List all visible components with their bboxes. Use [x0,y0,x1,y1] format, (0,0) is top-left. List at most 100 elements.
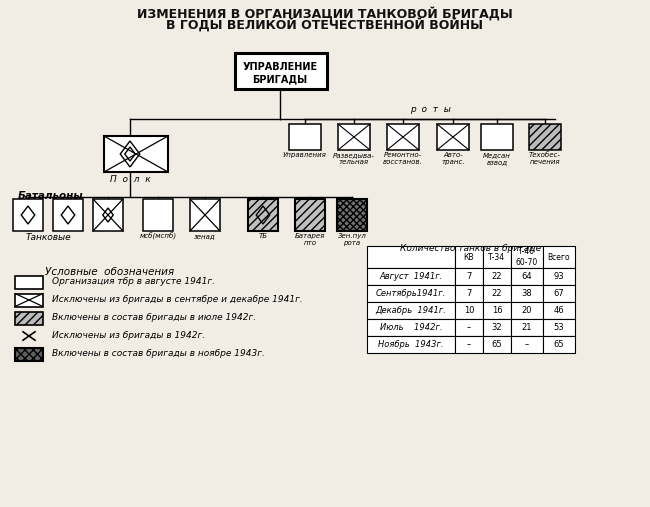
Text: ИЗМЕНЕНИЯ В ОРГАНИЗАЦИИ ТАНКОВОЙ БРИГАДЫ: ИЗМЕНЕНИЯ В ОРГАНИЗАЦИИ ТАНКОВОЙ БРИГАДЫ [137,7,513,21]
Bar [53,199,83,231]
Bar [481,124,513,150]
Bar [483,319,511,336]
Bar [483,285,511,302]
Bar [367,319,455,336]
Bar [190,199,220,231]
Text: Включены в состав бригады в июле 1942г.: Включены в состав бригады в июле 1942г. [52,313,256,322]
Bar [511,246,543,268]
Bar [455,268,483,285]
Bar [483,336,511,353]
Bar [248,199,278,231]
Text: 22: 22 [492,272,502,281]
Text: 16: 16 [491,306,502,315]
Bar [455,336,483,353]
Text: Батальоны: Батальоны [18,191,84,201]
Text: 32: 32 [491,323,502,332]
Bar [483,302,511,319]
Text: Июль    1942г.: Июль 1942г. [380,323,442,332]
Bar [455,319,483,336]
Polygon shape [120,141,140,167]
Bar [529,124,561,150]
Bar [104,136,168,172]
Text: 64: 64 [522,272,532,281]
Text: 65: 65 [554,340,564,349]
Bar [511,268,543,285]
Bar [455,285,483,302]
Text: Т-34: Т-34 [488,252,506,262]
Text: 46: 46 [554,306,564,315]
Text: В ГОДЫ ВЕЛИКОЙ ОТЕЧЕСТВЕННОЙ ВОЙНЫ: В ГОДЫ ВЕЛИКОЙ ОТЕЧЕСТВЕННОЙ ВОЙНЫ [166,18,484,32]
Text: мсб(мспб): мсб(мспб) [140,233,177,240]
Text: Август  1941г.: Август 1941г. [380,272,443,281]
Bar [289,124,321,150]
Bar [15,311,43,324]
Text: Сентябрь1941г.: Сентябрь1941г. [376,289,446,298]
Text: Медсан
взвод: Медсан взвод [483,152,511,165]
Text: БРИГАДЫ: БРИГАДЫ [252,74,307,84]
Bar [455,246,483,268]
Text: Организация тбр в августе 1941г.: Организация тбр в августе 1941г. [52,277,215,286]
Text: Условные  обозначения: Условные обозначения [45,267,174,277]
Text: 38: 38 [521,289,532,298]
Text: Включены в состав бригады в ноябре 1943г.: Включены в состав бригады в ноябре 1943г… [52,349,265,358]
Text: КВ: КВ [463,252,474,262]
Text: 21: 21 [522,323,532,332]
Text: Разведыва-
тельная: Разведыва- тельная [333,152,375,165]
Text: 93: 93 [554,272,564,281]
Bar [93,199,123,231]
Text: 7: 7 [466,289,472,298]
Text: 20: 20 [522,306,532,315]
Text: 7: 7 [466,272,472,281]
Bar [235,53,327,89]
Bar [367,246,455,268]
Text: 22: 22 [492,289,502,298]
Bar [295,199,325,231]
Text: Т-40
60-70: Т-40 60-70 [516,247,538,267]
Text: р  о  т  ы: р о т ы [410,105,450,114]
Text: –: – [467,340,471,349]
Bar [437,124,469,150]
Text: Количество танков в бригаде: Количество танков в бригаде [400,244,541,253]
Bar [543,302,575,319]
Text: Управления: Управления [283,152,327,158]
Text: Зен.пул
рота: Зен.пул рота [337,233,367,246]
Bar [15,275,43,288]
Text: 65: 65 [491,340,502,349]
Text: Авто-
транс.: Авто- транс. [441,152,465,165]
Polygon shape [21,206,34,224]
Bar [511,302,543,319]
Text: 53: 53 [554,323,564,332]
Text: Исключены из бригады в сентябре и декабре 1941г.: Исключены из бригады в сентябре и декабр… [52,296,303,305]
Text: Всего: Всего [548,252,570,262]
Text: зенад: зенад [194,233,216,239]
Bar [367,336,455,353]
Text: Декабрь  1941г.: Декабрь 1941г. [376,306,447,315]
Bar [483,268,511,285]
Bar [543,268,575,285]
Text: Батарея
пто: Батарея пто [295,233,325,246]
Text: Техобес-
печения: Техобес- печения [529,152,561,165]
Polygon shape [61,206,75,224]
Bar [13,199,43,231]
Text: Ремонтно-
восстанов.: Ремонтно- восстанов. [383,152,423,165]
Text: 67: 67 [554,289,564,298]
Bar [543,319,575,336]
Text: –: – [467,323,471,332]
Bar [543,336,575,353]
Bar [337,199,367,231]
Bar [15,294,43,307]
Text: 10: 10 [463,306,474,315]
Bar [367,285,455,302]
Bar [338,124,370,150]
Bar [483,246,511,268]
Bar [511,336,543,353]
Bar [367,302,455,319]
Text: УПРАВЛЕНИЕ: УПРАВЛЕНИЕ [242,62,318,71]
Polygon shape [103,208,113,222]
Bar [543,246,575,268]
Bar [15,347,43,360]
Bar [511,285,543,302]
Bar [455,302,483,319]
Bar [367,268,455,285]
Bar [543,285,575,302]
